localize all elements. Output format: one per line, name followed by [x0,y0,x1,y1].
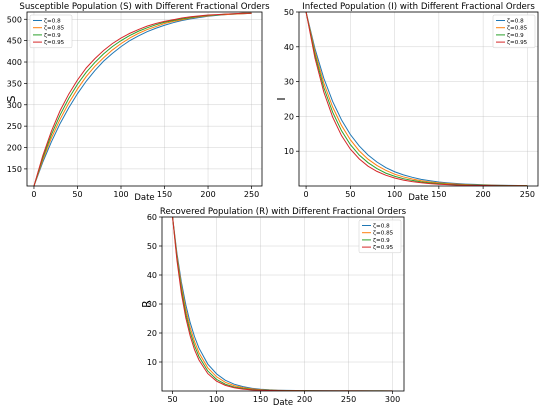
x-tick-label: 50 [72,190,82,199]
x-tick-label: 100 [209,395,224,404]
chart-title: Susceptible Population (S) with Differen… [19,2,270,12]
y-tick-label: 250 [7,122,22,131]
legend-box [492,14,536,49]
y-tick-label: 20 [284,112,294,121]
y-tick-label: 40 [284,43,294,52]
x-tick-label: 300 [385,395,400,404]
legend: ζ=0.8ζ=0.85ζ=0.9ζ=0.95 [29,14,73,49]
x-tick-label: 200 [200,190,215,199]
x-tick-label: 250 [244,190,259,199]
x-tick-label: 150 [431,190,446,199]
x-tick-label: 150 [253,395,268,404]
y-tick-label: 20 [147,329,157,338]
x-tick-label: 200 [297,395,312,404]
y-tick-label: 10 [284,147,294,156]
y-tick-label: 30 [284,78,294,87]
x-tick-label: 0 [304,190,309,199]
y-tick-label: 50 [147,242,157,251]
legend-entry: ζ=0.95 [507,40,528,46]
y-tick-label: 500 [7,15,22,24]
y-tick-label: 150 [7,165,22,174]
x-tick-label: 0 [31,190,36,199]
y-tick-label: 350 [7,79,22,88]
x-tick-label: 250 [341,395,356,404]
legend-entry: ζ=0.85 [507,26,528,32]
y-tick-label: 60 [147,213,157,222]
y-tick-label: 450 [7,37,22,46]
legend-entry: ζ=0.8 [44,19,61,25]
y-tick-label: 40 [147,271,157,280]
y-tick-label: 30 [147,300,157,309]
legend-entry: ζ=0.8 [373,224,390,230]
legend: ζ=0.8ζ=0.85ζ=0.9ζ=0.95 [358,219,402,254]
chart-title: Recovered Population (R) with Different … [160,207,407,217]
y-axis-label: I [275,97,288,100]
plot-frame [298,11,539,187]
y-tick-label: 300 [7,101,22,110]
legend-entry: ζ=0.9 [44,33,61,39]
chart-panel-2: 0 50 100 150 200 250 10 20 30 40 50 Infected Popula… [275,2,539,203]
y-tick-label: 400 [7,58,22,67]
legend-entry: ζ=0.95 [44,40,65,46]
y-tick-label: 50 [284,8,294,17]
y-axis-label: S [5,95,18,102]
legend-entry: ζ=0.9 [373,238,390,244]
x-tick-label: 50 [345,190,355,199]
chart-title: Infected Population (I) with Different F… [302,2,535,12]
chart-panel-1: 0 50 100 150 200 250 150 200 250 300 350 400 450 500 S… [5,2,270,203]
legend-entry: ζ=0.95 [373,245,394,251]
legend-entry: ζ=0.8 [507,19,524,25]
x-tick-label: 150 [157,190,172,199]
legend-entry: ζ=0.9 [507,33,524,39]
x-tick-label: 250 [520,190,535,199]
x-tick-label: 100 [387,190,402,199]
x-axis-label: Date [134,193,154,203]
x-tick-label: 50 [167,395,177,404]
x-axis-label: Date [408,193,428,203]
plot-frame [26,11,263,187]
legend-box [358,219,402,254]
y-tick-label: 200 [7,144,22,153]
legend: ζ=0.8ζ=0.85ζ=0.9ζ=0.95 [492,14,536,49]
x-tick-label: 100 [113,190,128,199]
x-axis-label: Date [273,398,293,408]
series-line-4 [33,12,252,186]
y-tick-label: 10 [147,358,157,367]
legend-box [29,14,73,49]
legend-entry: ζ=0.85 [373,231,394,237]
y-axis-label: R [140,300,153,308]
legend-entry: ζ=0.85 [44,26,65,32]
x-tick-label: 200 [475,190,490,199]
